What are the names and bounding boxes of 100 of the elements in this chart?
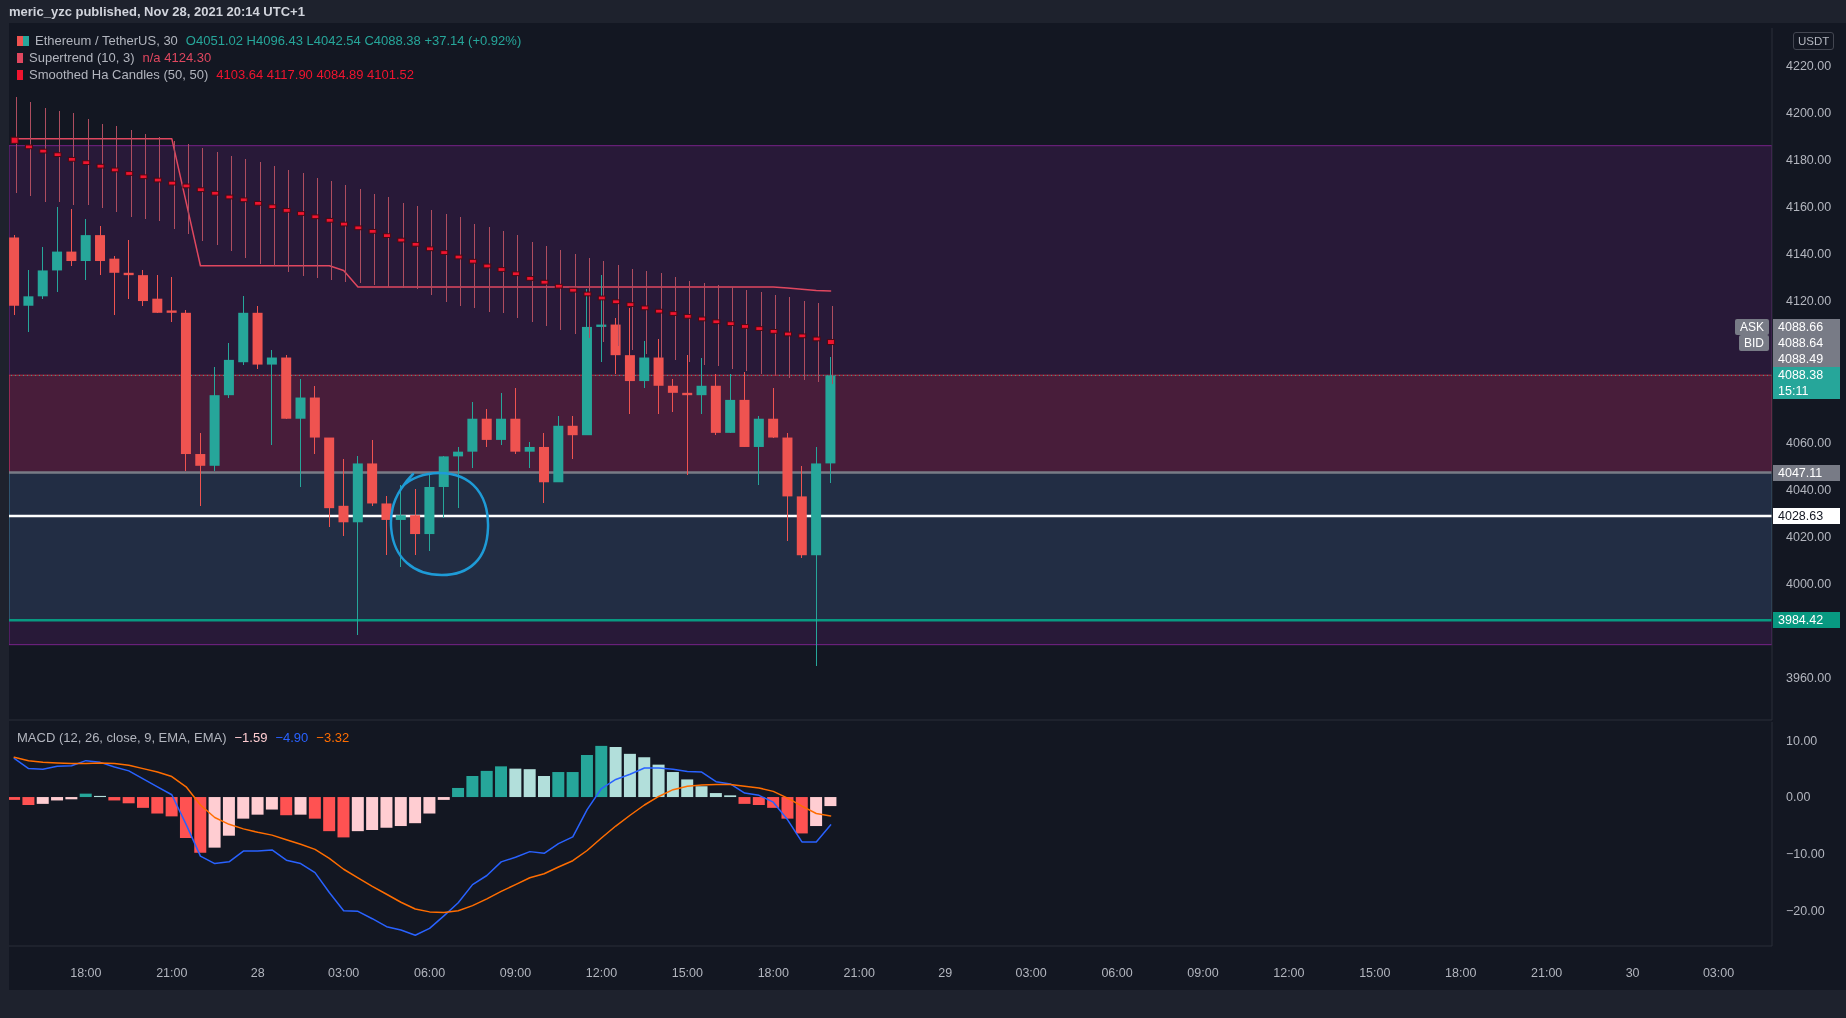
x-tick-label: 30 [1625,965,1640,980]
y-tick-label: 4000.00 [1786,576,1832,591]
bar [509,768,522,798]
annotation: −4.90 [275,730,309,745]
x-tick-label: 09:00 [499,965,532,980]
bar [666,772,679,798]
bar [280,797,293,816]
candlestick [712,284,721,367]
bar [22,797,35,806]
bar [552,772,565,798]
annotation: n/a 4124.30 [142,49,212,66]
candlestick [254,161,263,265]
candlestick [481,408,492,448]
x-tick-label: 09:00 [1187,965,1219,980]
y-tick-label: 4180.00 [1786,153,1832,168]
bar [595,745,608,798]
legend-label: Ethereum / TetherUS, 30 [35,32,178,49]
candlestick [410,488,421,556]
y-tick-label: 0.00 [1786,790,1811,805]
candlestick [354,188,363,284]
y-tick-label: 3960.00 [1786,671,1832,686]
candlestick [497,230,506,314]
annotation: ASK 4088.66 [1739,320,1824,335]
candlestick [411,205,420,290]
candlestick [325,180,334,281]
annotation: O4051.02 H4096.43 L4042.54 C4088.38 +37.14 (+0.92%) [185,32,522,49]
candlestick [338,458,349,537]
candlestick [153,136,162,222]
candlestick [125,129,134,218]
bar [9,797,21,800]
candlestick [395,484,406,568]
candlestick [195,432,206,507]
bar [824,797,837,807]
candlestick [812,302,821,383]
candlestick [39,107,48,203]
bar [752,797,765,806]
x-tick-label: 06:00 [413,965,446,980]
bar [222,797,235,836]
bar [480,770,493,798]
y-tick-label: 4200.00 [1786,106,1832,121]
candlestick [569,253,578,335]
y-tick-label: 4060.00 [1786,435,1832,450]
bar [351,797,364,832]
candlestick [311,177,320,279]
bar [308,797,321,819]
bar [208,797,221,848]
y-tick-label: 4120.00 [1786,294,1832,309]
bar [409,797,422,824]
y-tick-label: 10.00 [1786,733,1818,748]
bar [151,797,164,814]
bar [437,797,450,800]
candlestick [769,294,778,377]
candlestick [483,226,492,313]
ref-line-label: 4088.38 15:11 [1778,368,1824,399]
y-tick-label: 4220.00 [1786,59,1832,74]
bar [681,779,694,798]
x-tick-label: 03:00 [1015,965,1047,980]
bar [323,797,336,832]
candlestick [368,193,377,286]
candlestick [454,216,463,307]
candlestick [496,392,507,446]
annotation: −1.59 [234,730,268,745]
candlestick [540,245,549,327]
candlestick [382,196,391,288]
bar [523,769,536,798]
candlestick [139,133,148,220]
candlestick [295,378,306,488]
bar [380,797,393,828]
x-tick-label: 28 [250,965,265,980]
bar [122,797,135,804]
bar [609,747,622,798]
bar [366,797,379,831]
bar [136,797,149,808]
x-tick-label: 12:00 [585,965,618,980]
bar [652,764,665,798]
candlestick [667,378,678,413]
x-tick-label: 21:00 [843,965,875,980]
candlestick [10,96,19,194]
candlestick [567,415,578,460]
legend-label: Supertrend (10, 3) [29,49,135,66]
candlestick [239,158,248,259]
candlestick [425,209,434,296]
candlestick [268,165,277,267]
y-tick-label: −20.00 [1786,904,1825,919]
candlestick [297,172,306,277]
candlestick [282,169,291,273]
x-tick-label: 12:00 [1273,965,1305,980]
candlestick [768,387,779,439]
ref-line-label: 3984.42 [1778,613,1824,628]
y-tick-label: 4040.00 [1786,482,1832,497]
y-tick-label: 4140.00 [1786,247,1832,262]
candlestick [397,202,406,289]
candlestick [755,291,764,375]
annotation: −3.32 [316,730,350,745]
bar [738,797,751,804]
candlestick [109,255,120,316]
candlestick [110,125,119,213]
candlestick [526,241,535,323]
candlestick [182,143,191,235]
candlestick [524,441,535,469]
